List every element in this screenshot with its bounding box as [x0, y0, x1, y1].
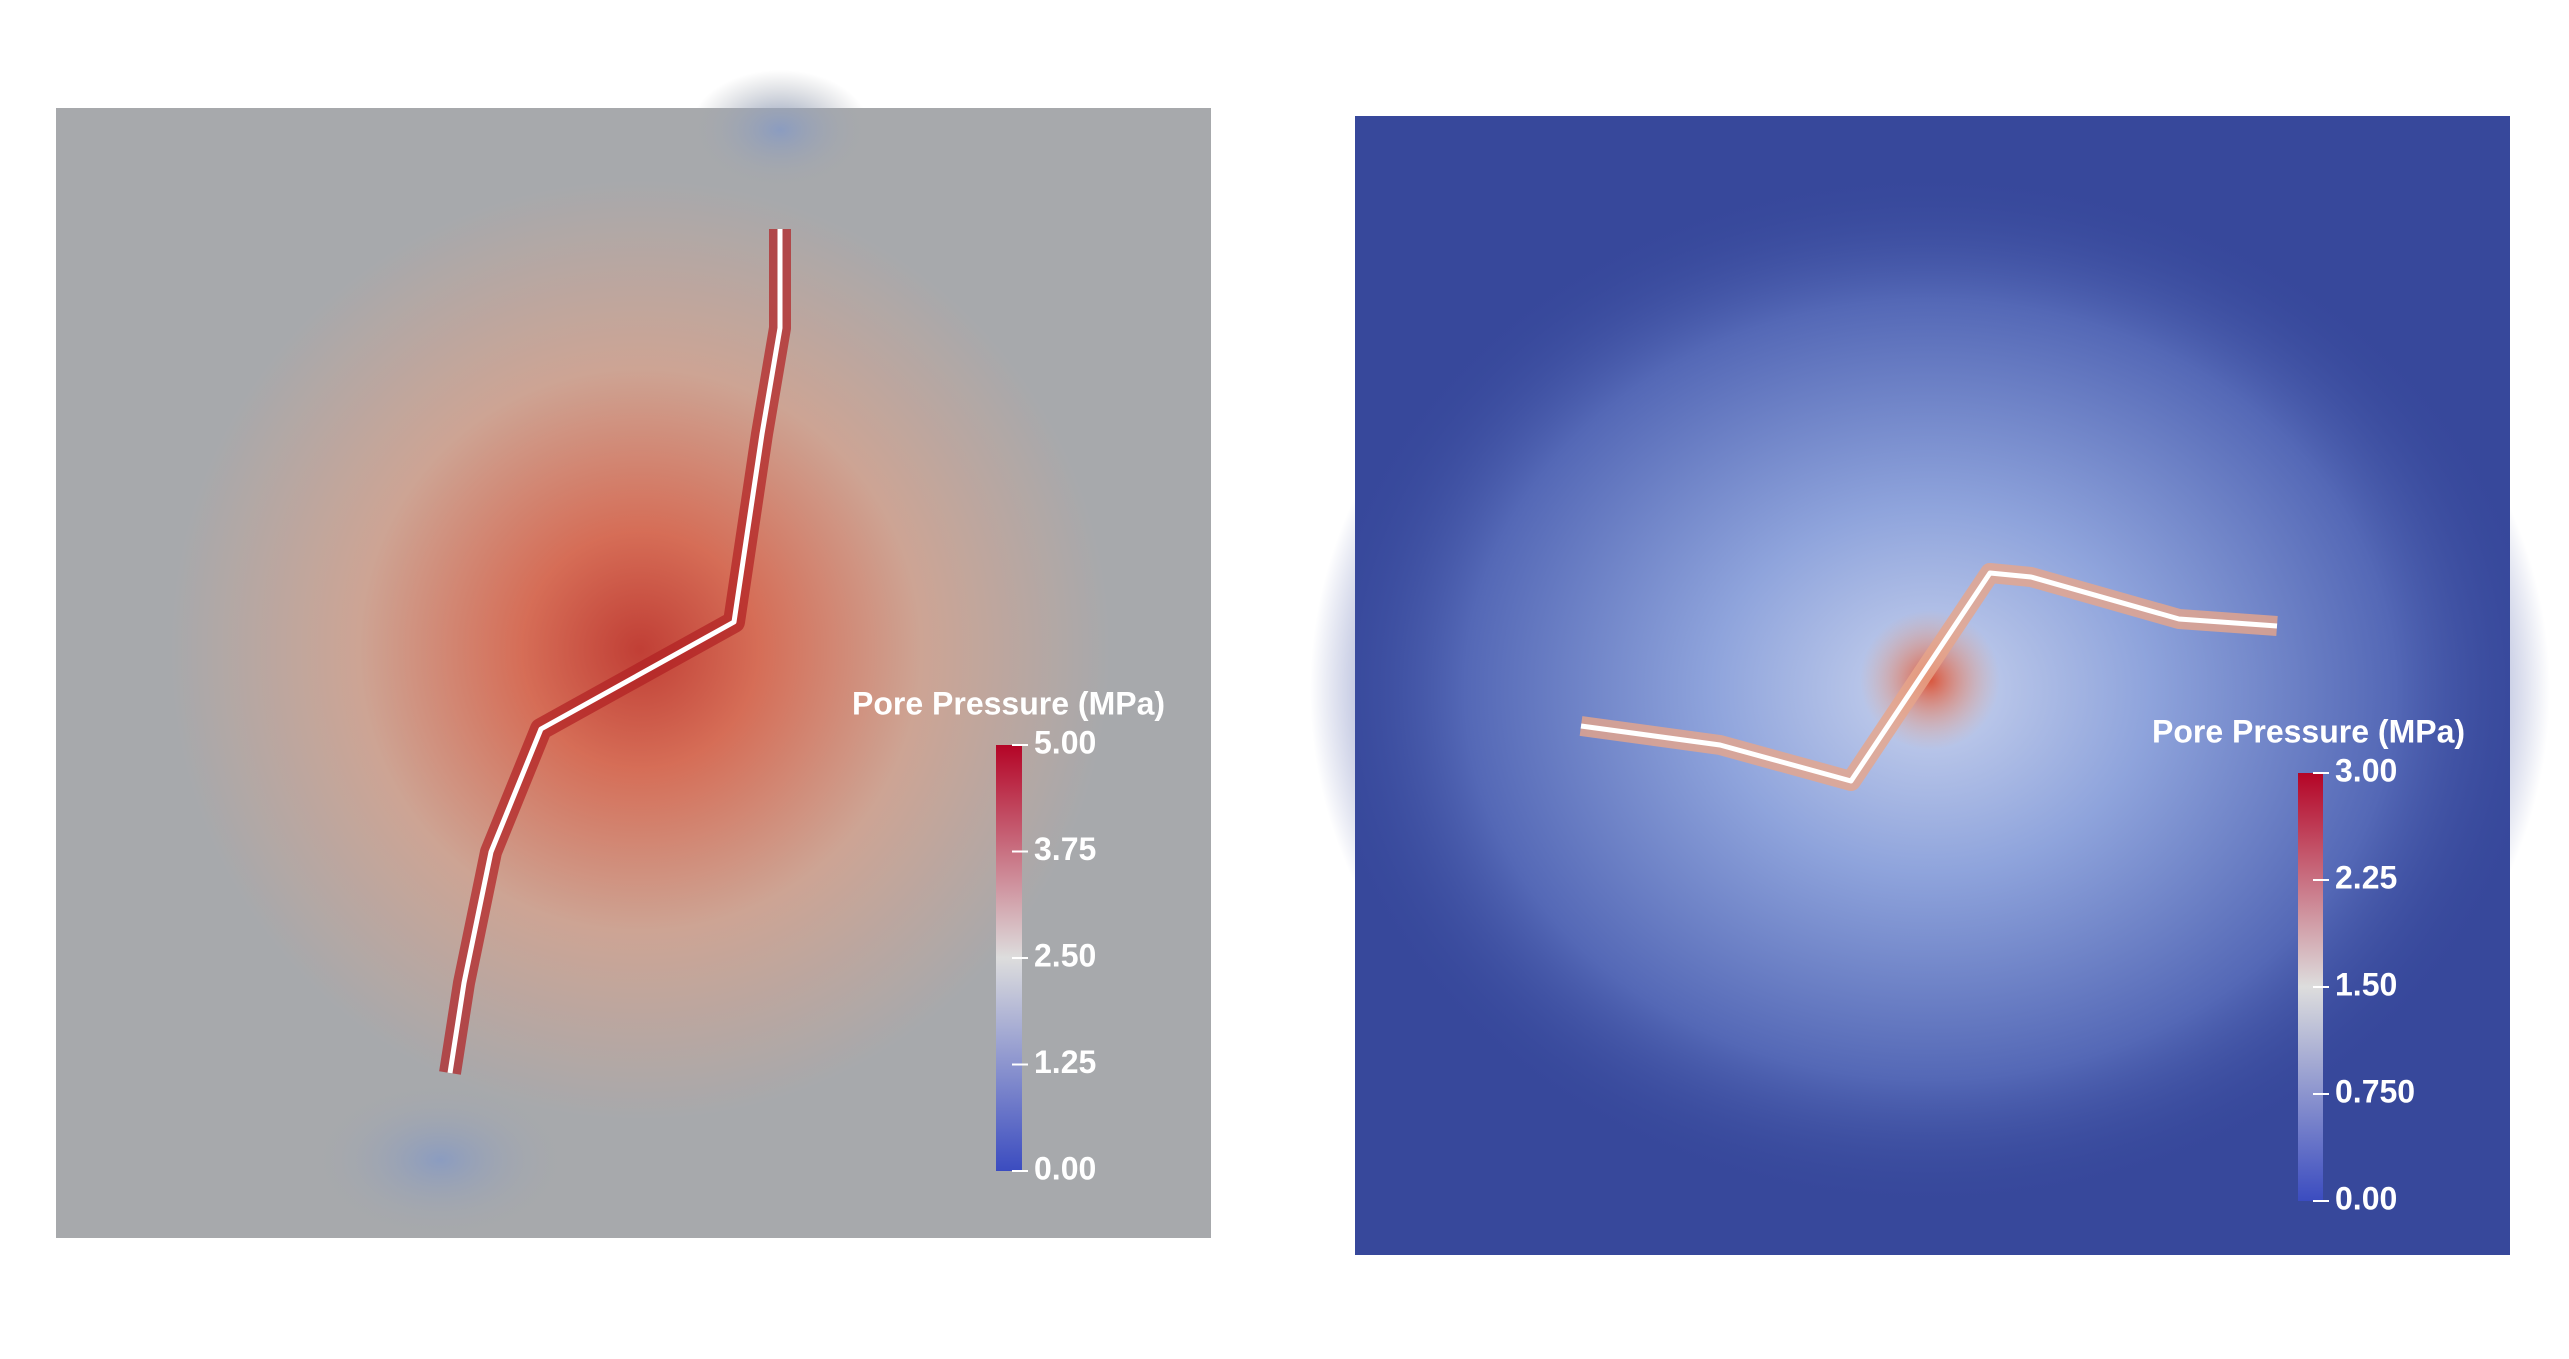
tick-label: 2.25 — [2335, 859, 2397, 895]
tick-label: 0.750 — [2335, 1073, 2415, 1109]
colorbar-title: Pore Pressure (MPa) — [852, 685, 1165, 721]
right-field — [1310, 116, 2550, 1255]
tick-label: 1.25 — [1034, 1044, 1096, 1080]
tick-label: 3.75 — [1034, 831, 1096, 867]
tick-label: 0.00 — [2335, 1180, 2397, 1216]
tick-label: 1.50 — [2335, 966, 2397, 1002]
tick-label: 3.00 — [2335, 752, 2397, 788]
tick-label: 2.50 — [1034, 937, 1096, 973]
colorbar-title: Pore Pressure (MPa) — [2152, 713, 2465, 749]
tick-label: 5.00 — [1034, 724, 1096, 760]
left-field — [56, 70, 1211, 1240]
tick-label: 0.00 — [1034, 1150, 1096, 1186]
